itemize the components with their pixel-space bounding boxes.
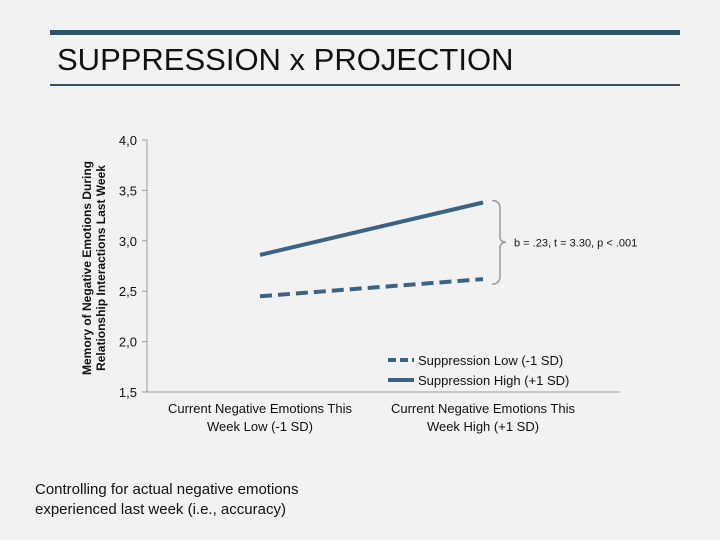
legend-label: Suppression Low (-1 SD) xyxy=(418,353,563,368)
line-chart: 1,5 2,0 2,5 3,0 3,5 4,0 Memory of Negative Em… xyxy=(80,133,637,434)
y-tick-label: 3,0 xyxy=(119,234,137,249)
series-lines xyxy=(259,200,484,299)
y-axis-label: Memory of Negative Emotions DuringRelati… xyxy=(80,161,108,375)
chart-axes xyxy=(146,140,620,393)
x-tick-labels: Current Negative Emotions This Week Low (… xyxy=(168,401,576,434)
y-ticks: 1,5 2,0 2,5 3,0 3,5 4,0 xyxy=(119,133,147,400)
series-line-suppression-low xyxy=(259,277,484,299)
title-rule xyxy=(50,84,680,86)
annotation-bracket xyxy=(491,199,507,285)
slide-title: SUPPRESSION x PROJECTION xyxy=(57,42,514,77)
y-tick-label: 1,5 xyxy=(119,385,137,400)
series-line-suppression-high xyxy=(259,200,484,257)
stats-annotation: b = .23, t = 3.30, p < .001 xyxy=(514,237,637,249)
top-accent-bar xyxy=(50,30,680,35)
x-tick-label: Current Negative Emotions This Week High … xyxy=(391,401,576,434)
chart-legend: Suppression Low (-1 SD) Suppression High … xyxy=(388,353,569,388)
x-tick-label: Current Negative Emotions This Week Low (… xyxy=(168,401,353,434)
y-tick-label: 3,5 xyxy=(119,183,137,198)
y-tick-label: 2,5 xyxy=(119,284,137,299)
legend-label: Suppression High (+1 SD) xyxy=(418,373,569,388)
y-axis-label-line: Memory of Negative Emotions During xyxy=(80,161,94,375)
footnote: Controlling for actual negative emotions… xyxy=(35,481,299,518)
bracket-path xyxy=(491,199,507,285)
y-tick-label: 2,0 xyxy=(119,335,137,350)
y-tick-label: 4,0 xyxy=(119,133,137,148)
y-axis-label-line: Relationship Interactions Last Week xyxy=(94,165,108,371)
